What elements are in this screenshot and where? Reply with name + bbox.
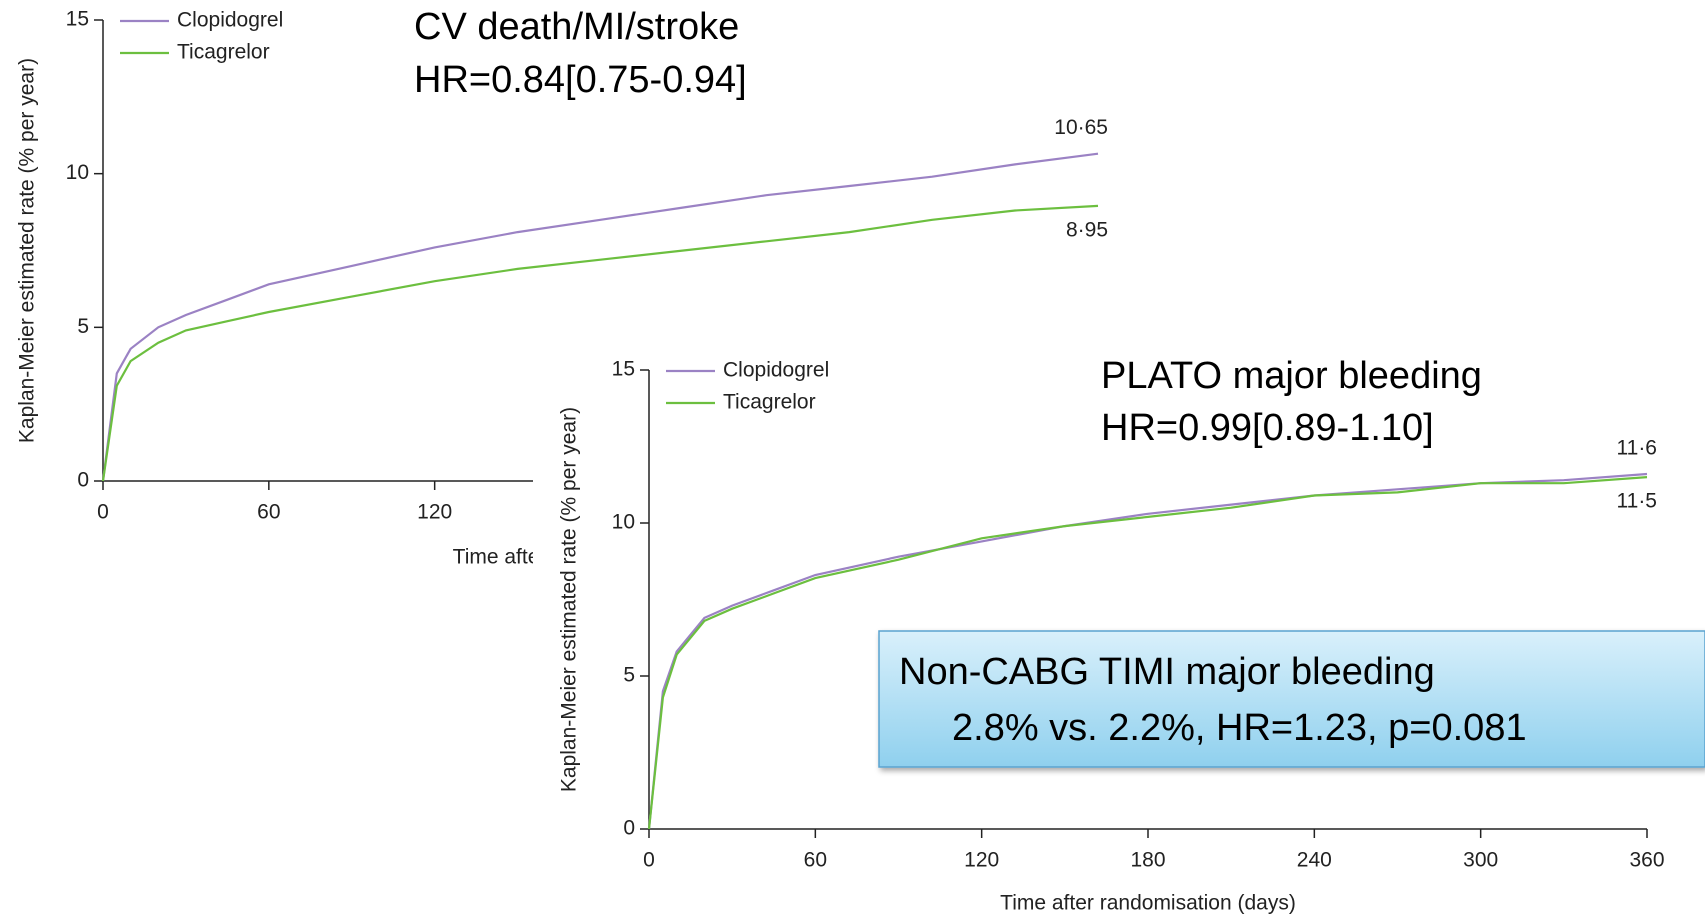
x-axis-label: Time after randomisation (days) bbox=[1000, 892, 1296, 915]
y-axis-label: Kaplan-Meier estimated rate (% per year) bbox=[558, 407, 581, 792]
legend-label: Ticagrelor bbox=[177, 41, 270, 64]
x-tick-label: 240 bbox=[1297, 849, 1332, 872]
annotation: HR=0.84[0.75-0.94] bbox=[414, 59, 747, 101]
value-label: 11·5 bbox=[1617, 490, 1657, 513]
annotation: HR=0.99[0.89-1.10] bbox=[1101, 407, 1434, 449]
y-tick-label: 15 bbox=[612, 358, 635, 381]
y-tick-label: 5 bbox=[623, 664, 635, 687]
legend-label: Ticagrelor bbox=[723, 391, 816, 414]
chart: 0 5 10 15 0 60 120 180 240 300 360 Time after rando… bbox=[533, 353, 1705, 919]
x-tick-label: 360 bbox=[1629, 849, 1664, 872]
x-tick-label: 120 bbox=[964, 849, 999, 872]
x-tick-label: 60 bbox=[257, 501, 280, 524]
annotation-box bbox=[878, 630, 1705, 768]
x-tick-label: 0 bbox=[643, 849, 655, 872]
x-tick-label: 0 bbox=[97, 501, 109, 524]
x-tick-label: 300 bbox=[1463, 849, 1498, 872]
value-label: 11·6 bbox=[1617, 437, 1657, 460]
y-axis-label: Kaplan-Meier estimated rate (% per year) bbox=[16, 58, 39, 443]
y-tick-label: 15 bbox=[66, 8, 89, 31]
legend-label: Clopidogrel bbox=[723, 359, 829, 382]
series-line bbox=[101, 204, 1099, 482]
x-tick-label: 180 bbox=[1130, 849, 1165, 872]
legend-label: Clopidogrel bbox=[177, 9, 283, 32]
series-line bbox=[647, 476, 1648, 830]
series-line bbox=[647, 472, 1648, 830]
x-tick-label: 120 bbox=[417, 501, 452, 524]
value-label: 10·65 bbox=[1054, 116, 1108, 139]
x-tick-label: 60 bbox=[804, 849, 827, 872]
annotation: PLATO major bleeding bbox=[1101, 355, 1482, 397]
y-tick-label: 10 bbox=[612, 511, 635, 534]
y-tick-label: 0 bbox=[623, 817, 635, 840]
value-label: 8·95 bbox=[1066, 218, 1108, 241]
y-tick-label: 5 bbox=[77, 315, 89, 338]
annotation: Non-CABG TIMI major bleeding bbox=[899, 651, 1435, 693]
annotation: 2.8% vs. 2.2%, HR=1.23, p=0.081 bbox=[952, 707, 1527, 749]
annotation: CV death/MI/stroke bbox=[414, 6, 739, 48]
y-tick-label: 0 bbox=[77, 469, 89, 492]
y-tick-label: 10 bbox=[66, 161, 89, 184]
series-line bbox=[101, 152, 1099, 482]
